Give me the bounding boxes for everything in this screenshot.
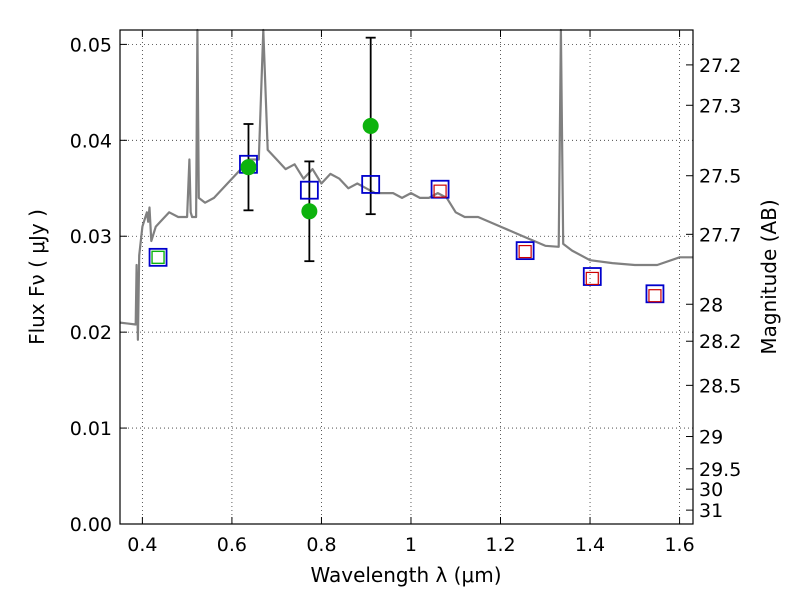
x-tick-label: 1.4 xyxy=(575,534,605,556)
model-photometry-point xyxy=(361,175,381,194)
model-photometry-point xyxy=(148,247,168,267)
x-tick-label: 0.8 xyxy=(306,534,336,556)
observed-point xyxy=(362,117,379,134)
y-tick-label: 0.02 xyxy=(70,322,112,344)
x-tick-label: 1 xyxy=(405,534,417,556)
model-spectrum-line xyxy=(119,28,693,341)
mag-tick-label: 27.3 xyxy=(699,95,741,117)
x-axis-label: Wavelength λ (μm) xyxy=(310,563,501,587)
y-tick-label: 0.03 xyxy=(70,226,112,248)
mag-tick-label: 30 xyxy=(699,479,723,501)
mag-tick-label: 31 xyxy=(699,500,723,522)
mag-tick-label: 27.5 xyxy=(699,166,741,188)
x-tick-label: 1.2 xyxy=(485,534,515,556)
mag-tick-label: 27.7 xyxy=(699,224,741,246)
mag-tick-label: 28.2 xyxy=(699,331,741,353)
mag-tick-label: 27.2 xyxy=(699,55,741,77)
filter-point xyxy=(518,244,532,259)
y-tick-label: 0.05 xyxy=(70,34,112,56)
y-tick-label: 0.01 xyxy=(70,418,112,440)
x-tick-label: 1.6 xyxy=(664,534,694,556)
filter-point xyxy=(433,184,447,198)
model-photometry-point xyxy=(299,180,319,200)
axis-ticks: 0.4 0.6 0.8 1 1.2 1.4 1.6 0.00 0.01 0.02 0.03 0.04 0… xyxy=(70,30,741,556)
observed-point xyxy=(151,250,165,265)
filter-point xyxy=(585,271,599,286)
y-tick-label: 0.00 xyxy=(70,514,112,536)
x-tick-label: 0.4 xyxy=(127,534,157,556)
x-tick-label: 0.6 xyxy=(217,534,247,556)
y2-axis-label: Magnitude (AB) xyxy=(757,199,781,354)
mag-tick-label: 28.5 xyxy=(699,375,741,397)
grid xyxy=(120,30,693,525)
model-photometry-point xyxy=(515,241,535,261)
mag-tick-label: 29 xyxy=(699,427,723,449)
y-tick-label: 0.04 xyxy=(70,130,112,152)
mag-tick-label: 29.5 xyxy=(699,459,741,481)
filter-point xyxy=(648,289,662,303)
mag-tick-label: 28 xyxy=(699,294,723,316)
plot-area xyxy=(119,28,693,341)
observed-point xyxy=(301,203,318,220)
y-axis-label: Flux Fν ( μJy ) xyxy=(25,209,49,345)
plot-frame xyxy=(119,29,694,525)
observed-point xyxy=(240,159,257,176)
